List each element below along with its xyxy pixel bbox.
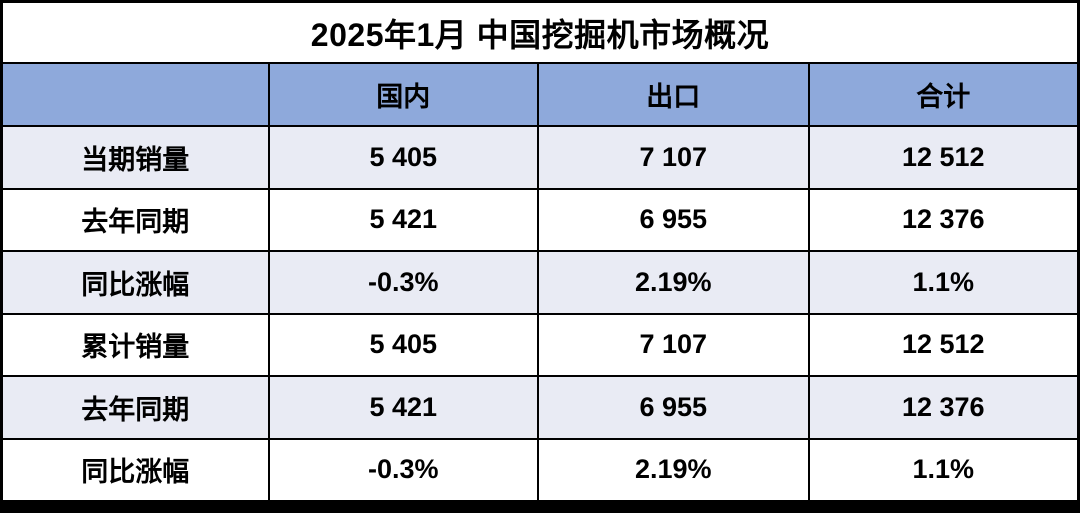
cell-domestic: -0.3% xyxy=(267,252,538,313)
bottom-black-strip xyxy=(0,503,1080,513)
cell-total: 12 512 xyxy=(807,127,1078,188)
row-label: 同比涨幅 xyxy=(81,269,190,300)
table-row-last-year-cumulative: 去年同期 5 421 6 955 12 376 xyxy=(3,375,1077,438)
table-title-row: 2025年1月 中国挖掘机市场概况 xyxy=(3,3,1077,62)
cell-export: 2.19% xyxy=(537,439,807,500)
cell-domestic: 5 405 xyxy=(267,314,538,375)
cell-total: 1.1% xyxy=(807,439,1078,500)
row-label: 当期销量 xyxy=(81,144,190,175)
header-cell-domestic: 国内 xyxy=(267,64,538,125)
cell-domestic: 5 405 xyxy=(267,127,538,188)
cell-domestic: 5 421 xyxy=(267,377,538,438)
cell-domestic: 5 421 xyxy=(267,189,538,250)
cell-total: 1.1% xyxy=(807,252,1078,313)
header-cell-empty xyxy=(3,64,268,125)
cell-total: 12 376 xyxy=(807,377,1078,438)
table-title: 2025年1月 中国挖掘机市场概况 xyxy=(310,16,770,53)
cell-export: 6 955 xyxy=(537,189,807,250)
cell-domestic: -0.3% xyxy=(267,439,538,500)
row-label: 累计销量 xyxy=(81,332,190,363)
table-row-current-sales: 当期销量 5 405 7 107 12 512 xyxy=(3,125,1077,188)
header-cell-export: 出口 xyxy=(537,64,807,125)
header-cell-total: 合计 xyxy=(807,64,1078,125)
cell-export: 7 107 xyxy=(537,314,807,375)
table-header-row: 国内 出口 合计 xyxy=(3,62,1077,125)
table-row-last-year-period: 去年同期 5 421 6 955 12 376 xyxy=(3,187,1078,250)
cell-total: 12 376 xyxy=(807,189,1078,250)
row-label: 同比涨幅 xyxy=(81,457,190,488)
table-row-yoy-change: 同比涨幅 -0.3% 2.19% 1.1% xyxy=(3,250,1077,313)
cell-export: 2.19% xyxy=(537,252,807,313)
row-label: 去年同期 xyxy=(81,207,190,238)
cell-total: 12 512 xyxy=(807,314,1078,375)
table-row-yoy-change-cumulative: 同比涨幅 -0.3% 2.19% 1.1% xyxy=(3,437,1078,500)
row-label: 去年同期 xyxy=(81,394,190,425)
table-row-cumulative-sales: 累计销量 5 405 7 107 12 512 xyxy=(3,312,1078,375)
cell-export: 7 107 xyxy=(537,127,807,188)
cell-export: 6 955 xyxy=(537,377,807,438)
